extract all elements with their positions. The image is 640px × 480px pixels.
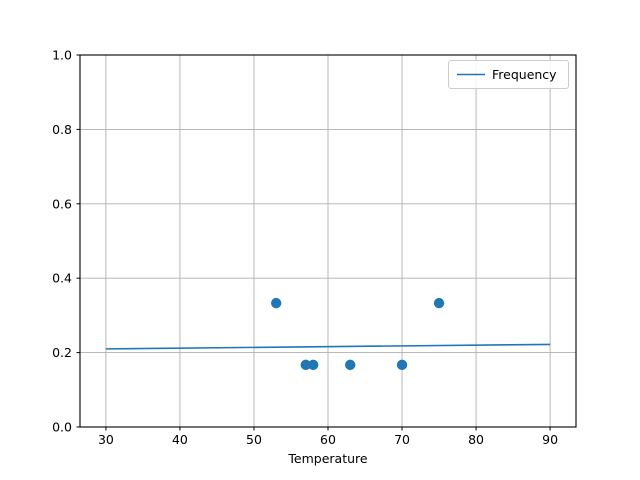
y-tick-label: 0.2 <box>52 345 72 360</box>
scatter-markers <box>270 297 445 371</box>
scatter-point <box>433 297 445 309</box>
x-tick-label: 70 <box>394 432 410 447</box>
x-axis-label: Temperature <box>287 451 367 466</box>
y-tick-label: 0.6 <box>52 196 72 211</box>
y-tick-label: 1.0 <box>52 48 72 63</box>
x-tick-label: 50 <box>246 432 262 447</box>
legend-box <box>448 60 569 89</box>
legend-label-frequency: Frequency <box>492 67 557 82</box>
scatter-point <box>345 359 356 371</box>
y-tickmarks <box>76 54 80 428</box>
scatter-point <box>300 359 311 371</box>
x-tick-labels: 30 40 50 60 70 80 90 <box>98 432 558 447</box>
y-tick-label: 0.0 <box>52 420 72 435</box>
x-gridlines <box>105 55 551 427</box>
line-series-frequency <box>105 343 551 350</box>
scatter-point <box>396 359 408 371</box>
y-tick-label: 0.4 <box>52 271 72 286</box>
scatter-point <box>307 359 319 371</box>
x-tick-label: 90 <box>542 432 558 447</box>
y-tick-labels: 0.0 0.2 0.4 0.6 0.8 1.0 <box>52 48 72 435</box>
x-tick-label: 30 <box>98 432 114 447</box>
legend[interactable]: Frequency <box>448 60 569 89</box>
y-tick-label: 0.8 <box>52 122 72 137</box>
x-tick-label: 80 <box>468 432 484 447</box>
x-tickmarks <box>105 427 551 431</box>
x-tick-label: 60 <box>320 432 336 447</box>
x-tick-label: 40 <box>172 432 188 447</box>
scatter-point <box>270 297 282 309</box>
